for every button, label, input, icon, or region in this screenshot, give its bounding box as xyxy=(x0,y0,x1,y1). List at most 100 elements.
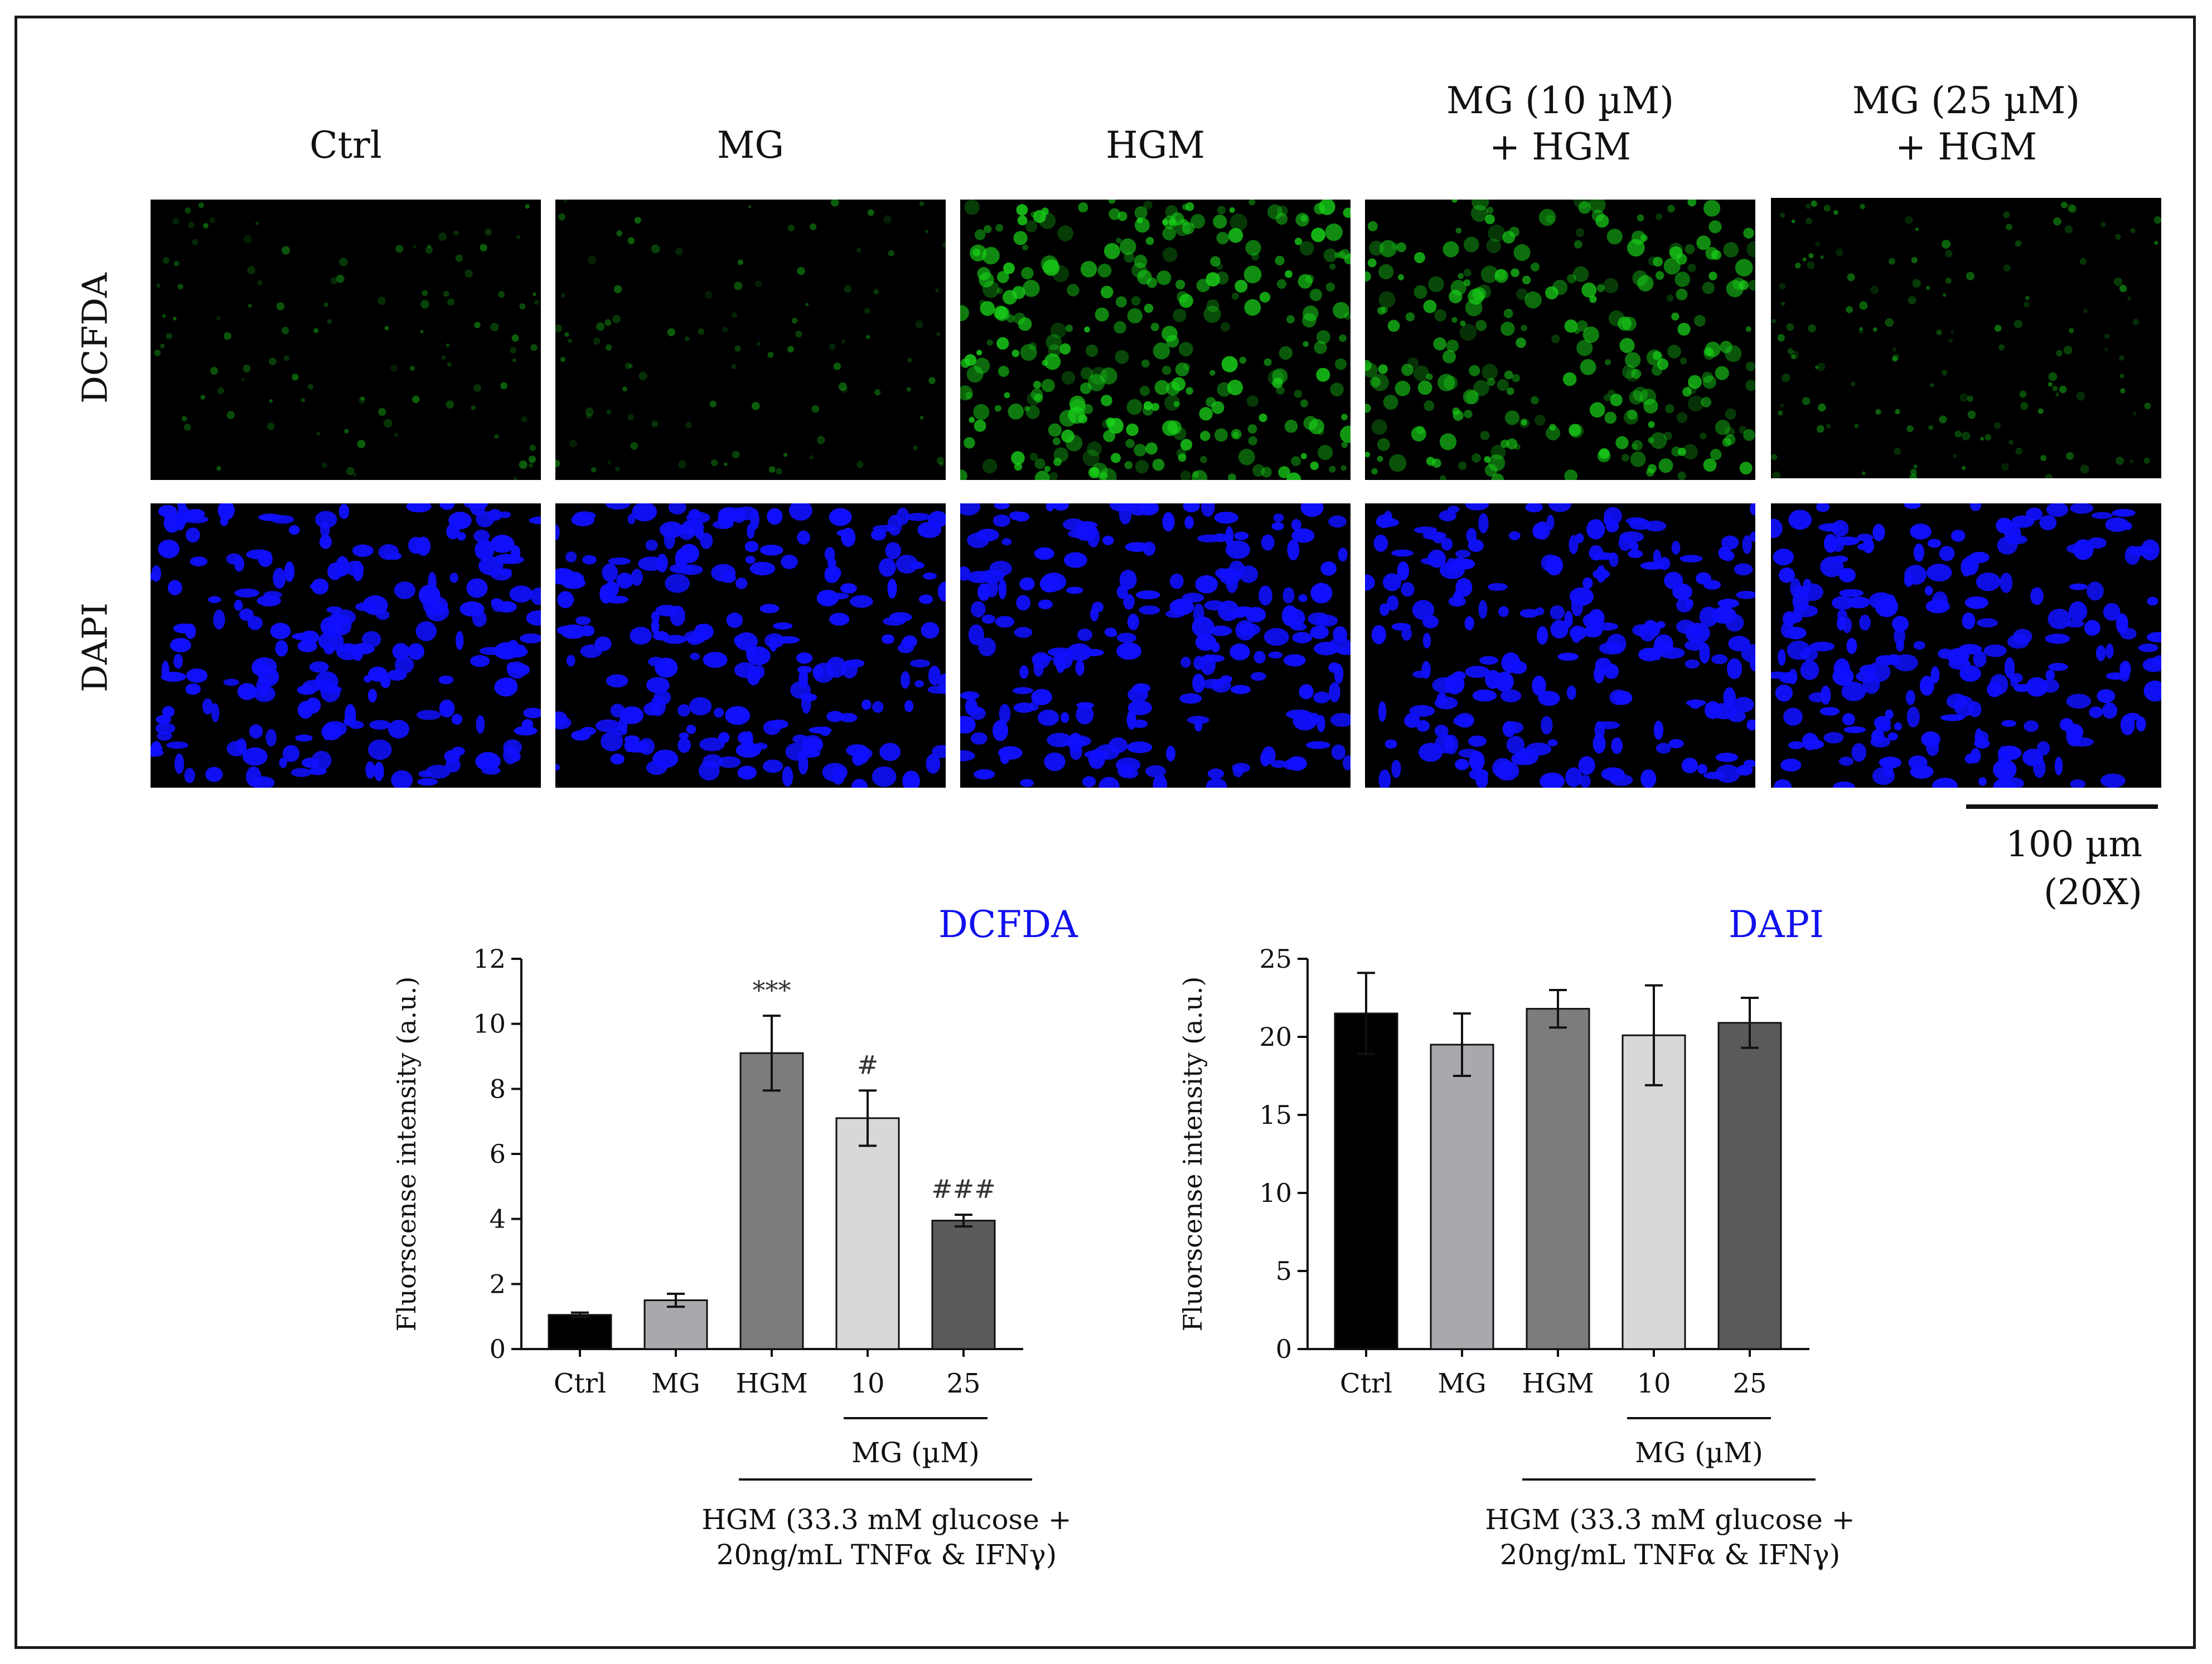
nucleus-blob xyxy=(185,509,205,519)
cell-fluorescence-blob xyxy=(1379,240,1397,258)
cell-fluorescence-blob xyxy=(833,362,841,370)
nucleus-blob xyxy=(1019,665,1029,679)
nucleus-blob xyxy=(878,558,896,577)
cell-fluorescence-blob xyxy=(441,355,446,360)
nucleus-blob xyxy=(151,573,159,581)
cell-fluorescence-blob xyxy=(1050,322,1067,338)
cell-fluorescence-blob xyxy=(413,244,417,249)
cell-fluorescence-blob xyxy=(1449,289,1463,304)
cell-fluorescence-blob xyxy=(1942,240,1951,249)
nucleus-blob xyxy=(575,616,591,625)
cell-fluorescence-blob xyxy=(1511,268,1519,277)
nucleus-blob xyxy=(1939,546,1955,561)
cell-fluorescence-blob xyxy=(1082,449,1100,467)
cell-fluorescence-blob xyxy=(2130,227,2136,234)
nucleus-blob xyxy=(677,738,691,753)
nucleus-blob xyxy=(1250,672,1266,681)
cell-fluorescence-blob xyxy=(1086,345,1098,357)
cell-fluorescence-blob xyxy=(1746,241,1755,258)
nucleus-blob xyxy=(986,578,999,598)
nucleus-blob xyxy=(1447,506,1460,513)
nucleus-blob xyxy=(1500,689,1522,702)
nucleus-blob xyxy=(1950,530,1966,542)
nucleus-blob xyxy=(309,582,327,591)
nucleus-blob xyxy=(1472,689,1497,702)
cell-fluorescence-blob xyxy=(1823,205,1831,212)
nucleus-blob xyxy=(456,630,464,651)
cell-fluorescence-blob xyxy=(1175,279,1185,290)
nucleus-blob xyxy=(226,553,243,565)
cell-fluorescence-blob xyxy=(1575,228,1585,237)
cell-fluorescence-blob xyxy=(2079,258,2087,265)
nucleus-blob xyxy=(1376,518,1400,527)
nucleus-blob xyxy=(732,507,746,523)
cell-fluorescence-blob xyxy=(1911,257,1918,264)
cell-fluorescence-blob xyxy=(1562,372,1577,386)
cell-fluorescence-blob xyxy=(1895,409,1900,415)
nucleus-blob xyxy=(608,557,631,565)
cell-fluorescence-blob xyxy=(1080,367,1093,380)
cell-fluorescence-blob xyxy=(1078,414,1088,424)
nucleus-blob xyxy=(523,707,541,719)
cell-fluorescence-blob xyxy=(1365,452,1371,458)
cell-fluorescence-blob xyxy=(1003,262,1015,274)
cell-fluorescence-blob xyxy=(1909,474,1918,478)
nucleus-blob xyxy=(1809,642,1835,652)
cell-fluorescence-blob xyxy=(1323,248,1338,263)
cell-fluorescence-blob xyxy=(1595,214,1609,228)
mg-bracket-dapi xyxy=(1627,1417,1771,1419)
nucleus-blob xyxy=(960,503,981,516)
nucleus-blob xyxy=(1029,701,1039,711)
cell-fluorescence-blob xyxy=(1114,321,1126,334)
cell-fluorescence-blob xyxy=(787,224,795,232)
nucleus-blob xyxy=(186,527,200,543)
cell-fluorescence-blob xyxy=(1892,353,1900,361)
bar-mg xyxy=(1430,1044,1494,1350)
nucleus-blob xyxy=(1676,619,1696,634)
cell-fluorescence-blob xyxy=(1480,430,1490,440)
nucleus-blob xyxy=(514,726,538,736)
nucleus-blob xyxy=(675,549,688,570)
cell-fluorescence-blob xyxy=(1103,430,1116,443)
nucleus-blob xyxy=(1619,531,1644,543)
nucleus-blob xyxy=(1547,739,1558,746)
hgm-group-label-dcfda: HGM (33.3 mM glucose + 20ng/mL TNFα & IF… xyxy=(701,1503,1072,1571)
cell-fluorescence-blob xyxy=(447,298,454,306)
cell-fluorescence-blob xyxy=(563,200,568,203)
nucleus-blob xyxy=(1778,649,1786,666)
cell-fluorescence-blob xyxy=(1423,299,1437,313)
cell-fluorescence-blob xyxy=(925,229,929,234)
cell-fluorescence-blob xyxy=(301,398,306,402)
nucleus-blob xyxy=(1874,716,1891,730)
nucleus-blob xyxy=(323,730,332,740)
cell-fluorescence-blob xyxy=(346,467,355,476)
nucleus-blob xyxy=(438,675,454,685)
nucleus-blob xyxy=(2120,714,2135,735)
cell-fluorescence-blob xyxy=(705,291,713,299)
cell-fluorescence-blob xyxy=(1334,252,1340,258)
cell-fluorescence-blob xyxy=(156,283,161,288)
x-tick-label: Ctrl xyxy=(1340,1368,1392,1399)
cell-fluorescence-blob xyxy=(1815,241,1821,247)
nucleus-blob xyxy=(258,513,283,521)
nucleus-blob xyxy=(439,699,455,717)
cell-fluorescence-blob xyxy=(192,239,199,246)
cell-fluorescence-blob xyxy=(307,384,313,390)
nucleus-blob xyxy=(1378,769,1391,788)
cell-fluorescence-blob xyxy=(1367,258,1377,268)
cell-fluorescence-blob xyxy=(1200,430,1211,442)
cell-fluorescence-blob xyxy=(1397,274,1404,280)
nucleus-blob xyxy=(1578,756,1595,775)
nucleus-blob xyxy=(580,625,595,637)
nucleus-blob xyxy=(451,746,465,756)
cell-fluorescence-blob xyxy=(1279,346,1293,360)
cell-fluorescence-blob xyxy=(1815,365,1819,370)
nucleus-blob xyxy=(394,656,414,674)
nucleus-blob xyxy=(2039,515,2057,531)
cell-fluorescence-blob xyxy=(1589,402,1605,418)
y-tick-label: 20 xyxy=(1259,1022,1292,1052)
nucleus-blob xyxy=(1605,520,1619,532)
nucleus-blob xyxy=(1487,583,1508,591)
cell-fluorescence-blob xyxy=(1802,257,1807,262)
cell-fluorescence-blob xyxy=(1959,393,1968,402)
